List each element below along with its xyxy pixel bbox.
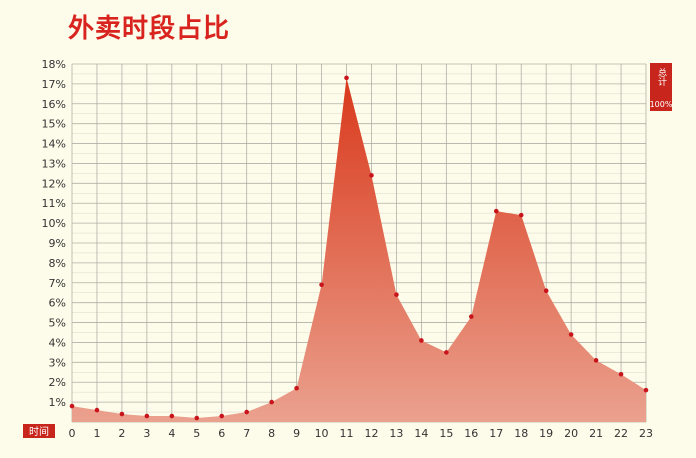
data-point [94, 407, 100, 413]
y-tick-label: 17% [42, 78, 66, 91]
data-point [319, 282, 324, 288]
y-tick-label: 5% [49, 317, 66, 330]
data-point [169, 413, 175, 419]
x-axis-tag-label: 时间 [29, 425, 49, 438]
y-tick-label: 1% [49, 396, 66, 409]
data-point [493, 208, 499, 214]
legend-label: 总计 [656, 67, 667, 87]
x-tick-label: 0 [69, 427, 76, 440]
y-tick-label: 2% [49, 376, 66, 389]
x-axis-tag-badge [23, 424, 55, 438]
data-points [69, 75, 649, 421]
x-tick-label: 7 [243, 427, 250, 440]
data-point [244, 409, 249, 415]
y-tick-label: 10% [42, 217, 66, 230]
y-tick-label: 4% [49, 336, 66, 349]
y-tick-label: 13% [42, 157, 66, 170]
data-point [69, 403, 75, 409]
y-tick-label: 7% [49, 277, 66, 290]
x-tick-label: 19 [539, 427, 553, 440]
data-point [419, 338, 424, 343]
data-point [294, 385, 299, 391]
y-tick-label: 16% [42, 98, 66, 111]
legend-badge [650, 63, 672, 111]
y-tick-label: 8% [49, 257, 66, 270]
y-tick-label: 9% [49, 237, 66, 250]
x-tick-label: 20 [564, 427, 578, 440]
x-tick-label: 17 [489, 427, 503, 440]
y-tick-label: 11% [42, 197, 66, 210]
x-tick-label: 15 [439, 427, 453, 440]
data-point [369, 173, 374, 178]
y-tick-label: 3% [49, 356, 66, 369]
x-tick-label: 12 [364, 427, 378, 440]
x-tick-label: 21 [589, 427, 603, 440]
data-point [593, 358, 599, 363]
data-point [344, 75, 349, 81]
x-tick-label: 3 [143, 427, 150, 440]
data-point [568, 332, 574, 337]
data-point [219, 413, 225, 419]
data-point [543, 288, 549, 294]
data-point [269, 399, 274, 405]
data-point [144, 413, 150, 419]
legend: 总计 100% [650, 63, 673, 111]
data-point [194, 415, 200, 421]
x-tick-label: 23 [639, 427, 653, 440]
chart-title: 外卖时段占比 [68, 14, 231, 44]
x-axis-tag: 时间 [23, 424, 55, 438]
x-tick-label: 10 [315, 427, 329, 440]
data-point [119, 411, 125, 417]
x-tick-label: 2 [118, 427, 125, 440]
x-tick-label: 1 [93, 427, 100, 440]
x-tick-label: 5 [193, 427, 200, 440]
y-tick-label: 12% [42, 177, 66, 190]
data-point [518, 212, 524, 218]
data-point [444, 350, 449, 355]
y-tick-label: 6% [49, 297, 66, 310]
x-tick-label: 8 [268, 427, 275, 440]
x-tick-label: 9 [293, 427, 300, 440]
legend-value: 100% [650, 100, 673, 109]
x-tick-label: 4 [168, 427, 175, 440]
axes: 1% 2% 3% 4% 5% 6% 7% 8% 9% 10% 11% 12% 13% 14% 15% 16% 1… [42, 58, 653, 440]
x-tick-label: 13 [389, 427, 403, 440]
x-tick-label: 18 [514, 427, 528, 440]
x-tick-label: 16 [464, 427, 478, 440]
data-point [643, 387, 649, 393]
data-point [394, 292, 399, 298]
x-tick-label: 11 [340, 427, 354, 440]
data-point [618, 371, 624, 377]
y-tick-label: 18% [42, 58, 66, 71]
y-tick-label: 14% [42, 138, 66, 151]
area-fill [72, 77, 646, 422]
x-tick-label: 22 [614, 427, 628, 440]
x-tick-label: 6 [218, 427, 225, 440]
data-point [469, 314, 474, 319]
y-tick-label: 15% [42, 118, 66, 131]
x-tick-label: 14 [414, 427, 428, 440]
